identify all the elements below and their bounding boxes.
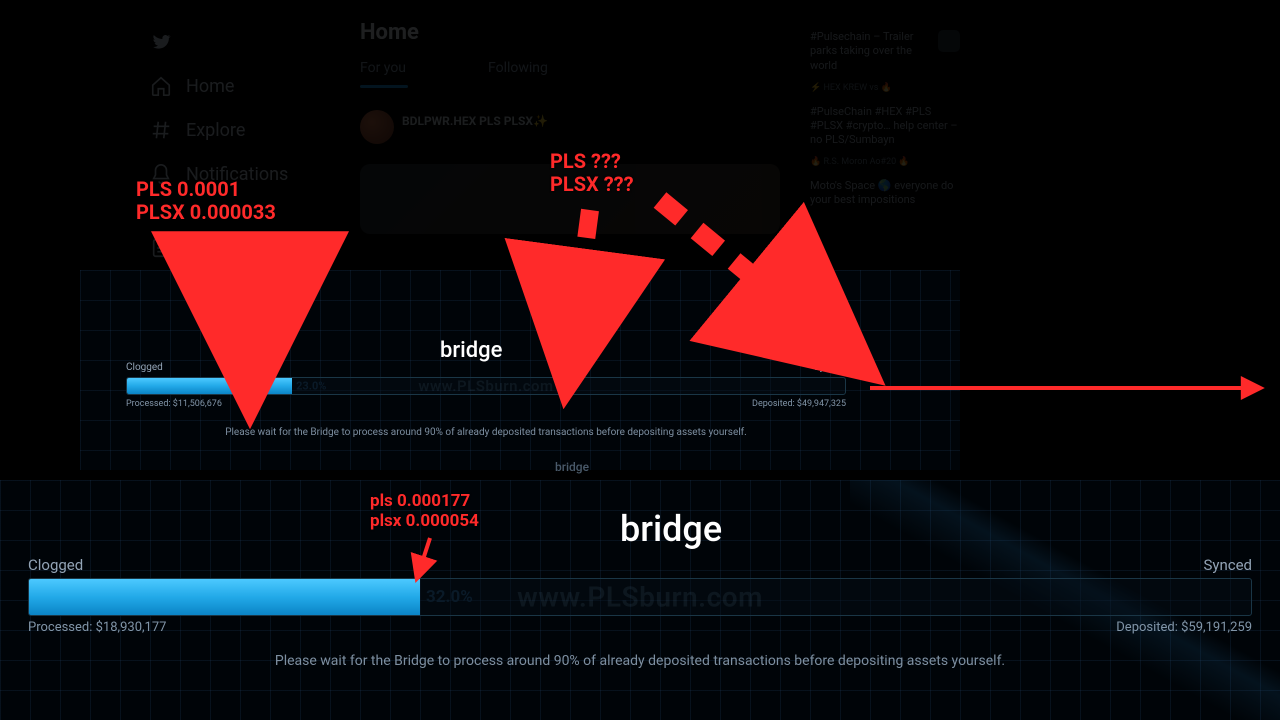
progress-percent-top: 23.0%	[296, 380, 326, 393]
bridge-title-bottom: bridge	[620, 508, 722, 550]
processed-top: Processed: $11,506,676	[126, 399, 222, 409]
bg-trends: #Pulsechain – Trailer parks taking over …	[810, 30, 960, 218]
annotation-prices-later: pls 0.000177plsx 0.000054	[370, 492, 479, 531]
watermark-bottom: www.PLSburn.com	[517, 581, 763, 614]
annotation-prices-initial: PLS 0.0001PLSX 0.000033	[136, 178, 276, 224]
bg-nav-home: Home	[150, 64, 320, 108]
deposited-top: Deposited: $49,947,325	[752, 399, 846, 409]
progress-fill-top	[127, 378, 292, 394]
label-clogged-top: Clogged	[126, 362, 163, 373]
annotation-prices-unknown: PLS ???PLSX ???	[550, 150, 634, 196]
bridge-progress-top: Clogged Synced www.PLSburn.com 23.0% Pro…	[126, 362, 846, 438]
progress-percent-bottom: 32.0%	[426, 587, 473, 607]
progress-bar-bottom: www.PLSburn.com 32.0%	[28, 578, 1252, 616]
bridge-subtitle-top: bridge	[555, 460, 589, 474]
bg-title: Home	[360, 20, 419, 45]
bg-nav-lists: Lists	[150, 226, 320, 270]
label-clogged-bottom: Clogged	[28, 556, 83, 574]
label-synced-top: Synced	[814, 362, 846, 373]
label-synced-bottom: Synced	[1203, 556, 1252, 574]
progress-fill-bottom	[29, 579, 420, 615]
processed-bottom: Processed: $18,930,177	[28, 620, 166, 635]
bridge-title-top: bridge	[440, 338, 502, 363]
watermark-top: www.PLSburn.com	[418, 377, 553, 395]
wait-text-bottom: Please wait for the Bridge to process ar…	[28, 653, 1252, 669]
bridge-progress-bottom: Clogged Synced www.PLSburn.com 32.0% Pro…	[28, 556, 1252, 669]
bg-tabs: For you Following	[360, 60, 548, 92]
bg-nav-logo	[150, 20, 320, 64]
bg-nav-explore: Explore	[150, 108, 320, 152]
progress-bar-top: www.PLSburn.com 23.0%	[126, 377, 846, 395]
wait-text-top: Please wait for the Bridge to process ar…	[126, 427, 846, 438]
deposited-bottom: Deposited: $59,191,259	[1116, 620, 1252, 635]
